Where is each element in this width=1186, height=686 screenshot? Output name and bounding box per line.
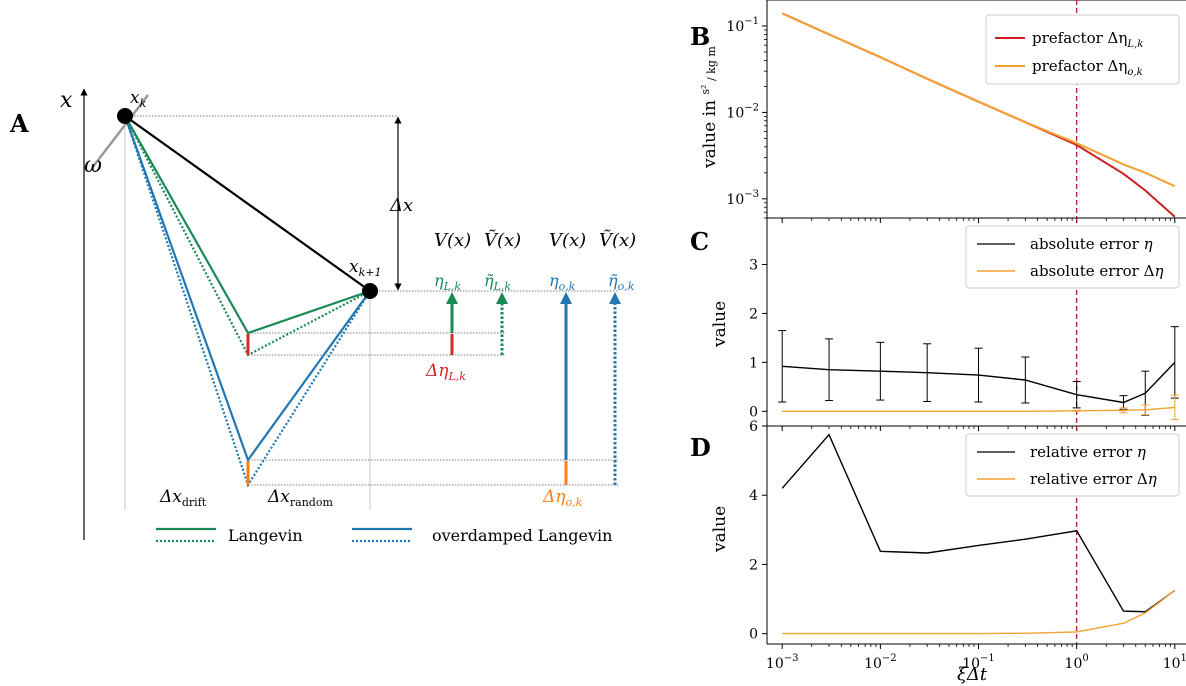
panel-d-label: D — [690, 433, 711, 462]
xk1-label: xk+1 — [349, 257, 381, 279]
legend-overdamped-label: overdamped Langevin — [432, 526, 612, 545]
point-xk — [117, 108, 133, 124]
panel-c-ytick-label: 3 — [749, 257, 758, 273]
point-xk1 — [362, 283, 378, 299]
legend-b-2: prefactor Δηo,k — [1032, 57, 1143, 78]
panel-c-ytick-label: 1 — [749, 355, 758, 371]
panel-b-ytick-label: 10−2 — [726, 102, 759, 121]
panel-d-xtick-label: 100 — [1065, 653, 1089, 672]
legend-d-1: relative error η — [1030, 443, 1146, 461]
legend-c-2: absolute error Δη — [1030, 262, 1163, 280]
eta-l-label: ηL,k — [434, 271, 461, 293]
panel-c-series-2-line — [782, 407, 1175, 411]
panel-c-label: C — [690, 227, 709, 256]
panel-c-ylabel: value — [710, 301, 730, 348]
delta-x-drift-label: Δxdrift — [159, 487, 207, 509]
overdamped-path-solid — [125, 116, 370, 460]
panel-d-ytick-label: 6 — [749, 419, 758, 435]
panel-d-xtick-label: 101 — [1163, 653, 1186, 672]
panel-d-ytick-label: 4 — [749, 488, 758, 504]
panel-d-xtick-label: 10−3 — [766, 653, 799, 672]
direct-step-line — [125, 116, 370, 291]
panel-d-xtick-label: 10−2 — [864, 653, 897, 672]
col-vt-1: Ṽ(x) — [484, 229, 521, 251]
panel-d-ytick-label: 2 — [749, 557, 758, 573]
col-v-1: V(x) — [434, 230, 471, 251]
legend-d-2: relative error Δη — [1030, 470, 1157, 488]
delta-x-random-label: Δxrandom — [267, 487, 333, 509]
panel-a-diagram: A x ω Δx xk xk+1 — [9, 88, 636, 545]
delta-eta-l-label: ΔηL,k — [425, 361, 466, 383]
eta-o-label: ηo,k — [549, 271, 576, 293]
panel-d-ylabel: value — [710, 506, 730, 553]
panel-c-ytick-label: 0 — [749, 404, 758, 420]
panel-c-legend: absolute error η absolute error Δη — [966, 226, 1179, 288]
eta-o-tilde-label: η̃o,k — [608, 271, 635, 293]
delta-eta-o-label: Δηo,k — [542, 487, 583, 509]
panel-d-legend: relative error η relative error Δη — [966, 434, 1179, 496]
langevin-path-solid — [125, 116, 370, 333]
delta-x-label: Δx — [389, 195, 413, 216]
x-axis-label: x — [60, 88, 73, 113]
panel-d-xtick-label: 10−1 — [962, 653, 995, 672]
panels-bcd: B C D value in s² / kg m value value ξΔt… — [690, 0, 1186, 685]
panel-c-ytick-label: 2 — [749, 306, 758, 322]
panel-a-label: A — [9, 109, 29, 138]
col-vt-2: Ṽ(x) — [599, 229, 636, 251]
xk-label: xk — [130, 88, 147, 110]
omega-label: ω — [84, 153, 102, 178]
panel-b-ylabel: value in s² / kg m — [699, 46, 720, 169]
legend-langevin-label: Langevin — [228, 526, 303, 545]
eta-l-tilde-label: η̃L,k — [484, 271, 511, 293]
panel-b-ytick-label: 10−1 — [726, 16, 759, 35]
panel-b-legend: prefactor ΔηL,k prefactor Δηo,k — [986, 15, 1179, 84]
col-v-2: V(x) — [549, 230, 586, 251]
panel-d-ytick-label: 0 — [749, 627, 758, 643]
overdamped-path-dotted — [125, 116, 370, 485]
panel-b-ytick-label: 10−3 — [726, 189, 759, 208]
legend-b-1: prefactor ΔηL,k — [1032, 29, 1143, 50]
langevin-path-dotted — [125, 116, 370, 355]
legend-c-1: absolute error η — [1030, 235, 1153, 253]
